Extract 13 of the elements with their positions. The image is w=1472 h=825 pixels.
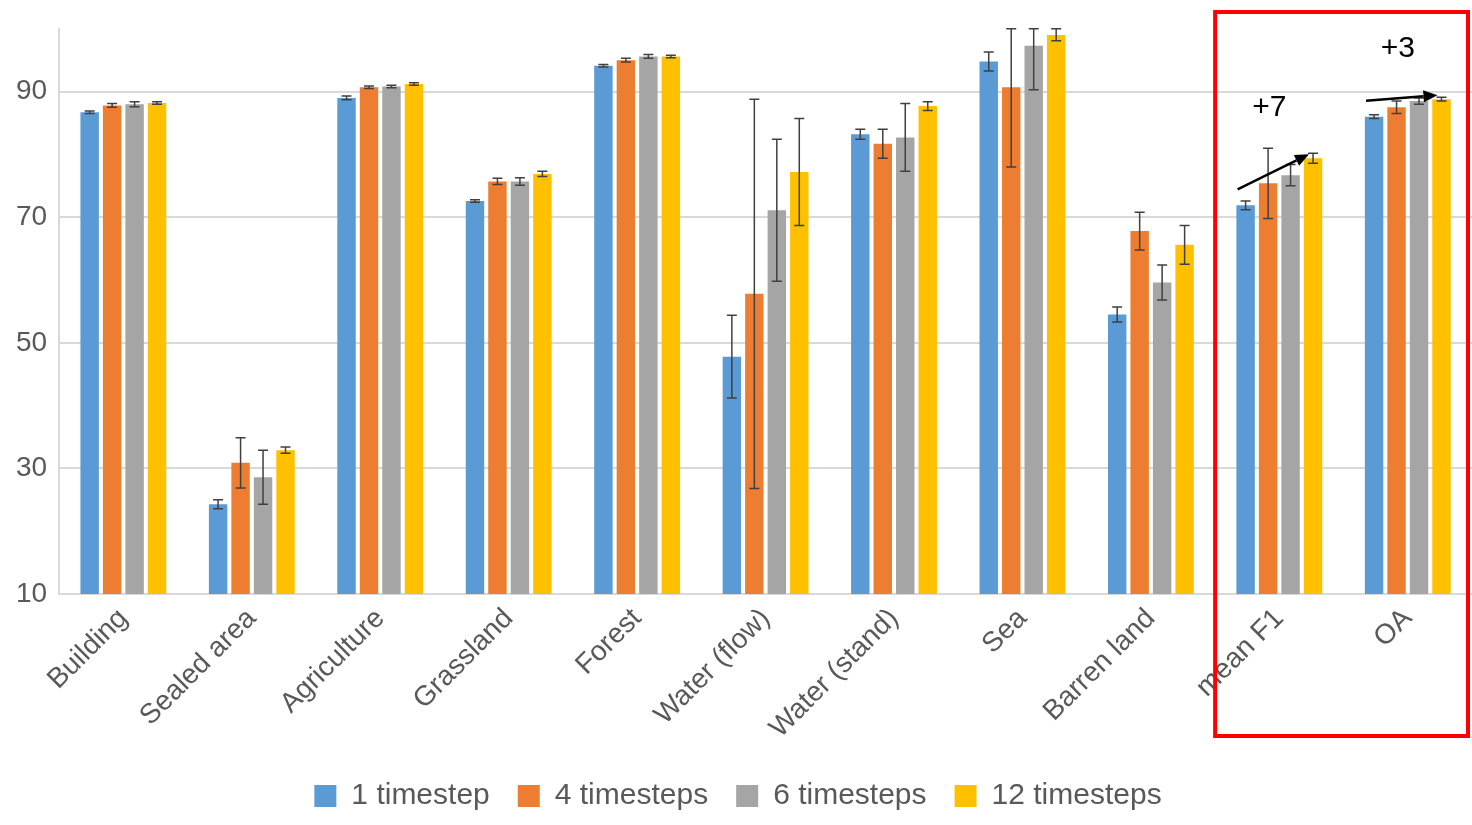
legend-label: 12 timesteps: [991, 777, 1162, 811]
y-tick-label: 10: [15, 576, 48, 608]
y-tick-label: 50: [15, 325, 48, 357]
y-tick-label: 90: [15, 74, 48, 106]
x-tick-label: OA: [1366, 601, 1418, 653]
legend-label: 4 timesteps: [554, 777, 709, 811]
legend-label: 6 timesteps: [773, 777, 927, 811]
annotation: +7: [1252, 89, 1287, 123]
x-tick-label: Sea: [975, 601, 1033, 659]
y-tick-label: 30: [15, 451, 48, 483]
annotation: +3: [1380, 30, 1415, 64]
y-tick-label: 70: [15, 199, 48, 231]
legend-label: 1 timestep: [351, 777, 490, 811]
